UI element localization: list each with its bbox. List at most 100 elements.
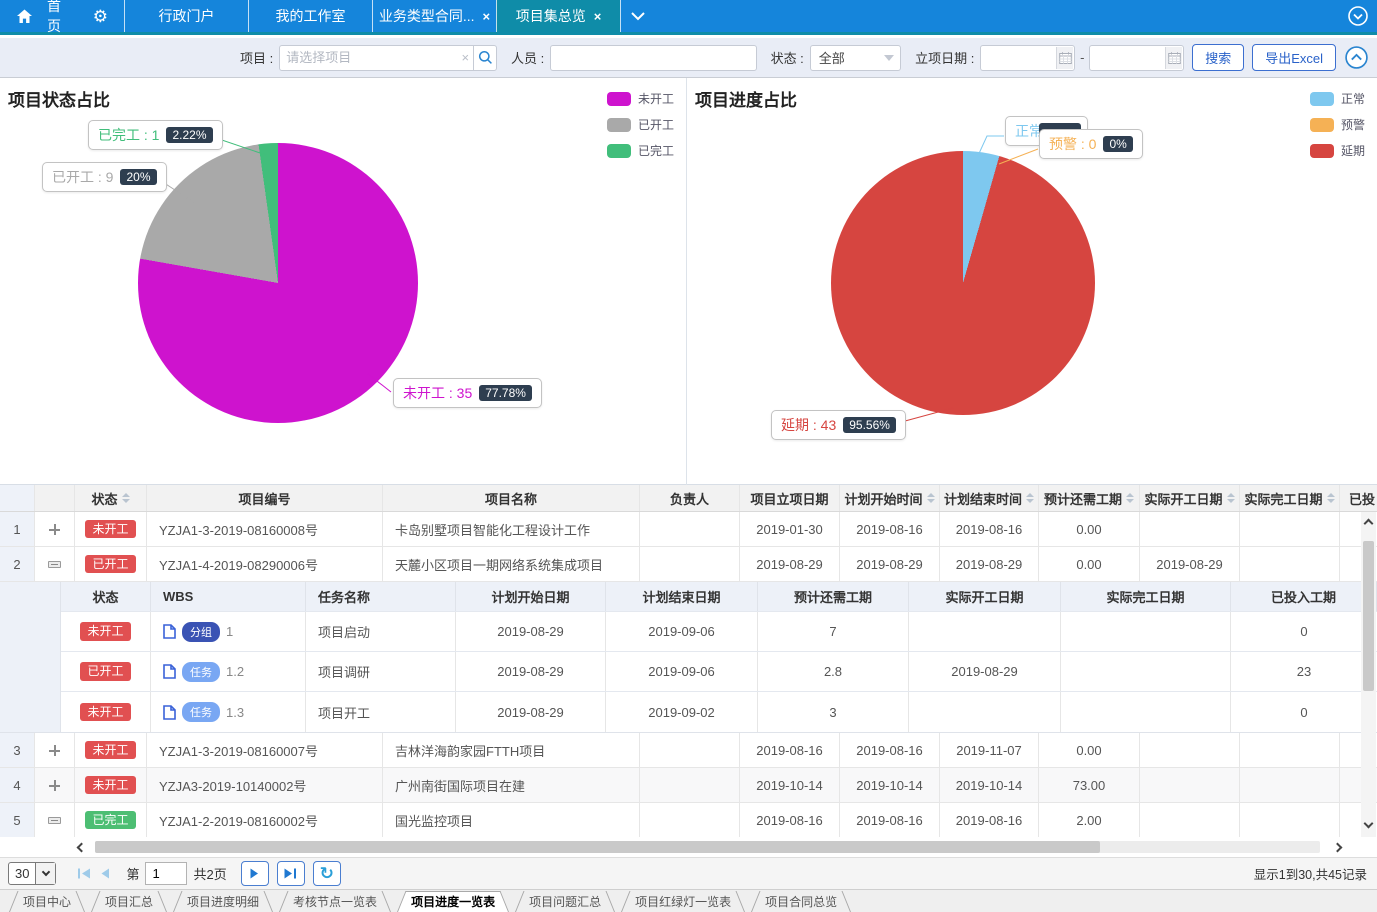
project-input[interactable] <box>280 45 458 70</box>
prev-page-button[interactable] <box>101 868 110 879</box>
refresh-button[interactable]: ↻ <box>312 861 341 886</box>
sort-icon[interactable] <box>121 493 130 503</box>
subtable-row[interactable]: 未开工 任务 1.3 项目开工 2019-08-29 2019-09-02 3 … <box>61 692 1377 732</box>
tab-project-summary[interactable]: 项目汇总 <box>88 890 170 912</box>
header-code[interactable]: 项目编号 <box>147 485 383 511</box>
sub-header-actual-end[interactable]: 实际完工日期 <box>1061 582 1231 611</box>
export-excel-button[interactable]: 导出Excel <box>1252 44 1336 71</box>
sort-icon[interactable] <box>1226 493 1235 503</box>
calendar-icon[interactable] <box>1055 46 1074 69</box>
header-status[interactable]: 状态 <box>75 485 147 511</box>
calendar-icon[interactable] <box>1164 46 1183 69</box>
sort-icon[interactable] <box>1126 493 1134 503</box>
tab-list-dropdown[interactable] <box>620 0 654 32</box>
subtable-row[interactable]: 未开工 分组 1 项目启动 2019-08-29 2019-09-06 7 0 <box>61 612 1377 652</box>
sort-icon[interactable] <box>926 493 935 503</box>
expand-plus-icon[interactable] <box>49 744 60 756</box>
date-from-input[interactable] <box>981 45 1056 70</box>
sub-header-plan-end[interactable]: 计划结束日期 <box>606 582 758 611</box>
scrollbar-track[interactable] <box>95 841 1320 853</box>
horizontal-scrollbar[interactable] <box>0 837 1377 857</box>
scroll-up-icon[interactable] <box>1363 518 1374 529</box>
nav-tab-contract[interactable]: 业务类型合同... × <box>372 0 496 32</box>
scroll-right-icon[interactable] <box>1332 842 1343 852</box>
page-size-select[interactable]: 30 <box>8 862 57 885</box>
project-select-box[interactable]: × <box>279 44 497 71</box>
table-row[interactable]: 3 未开工 YZJA1-3-2019-08160007号 吉林洋海韵家园FTTH… <box>0 733 1377 768</box>
sub-header-invested[interactable]: 已投入工期 <box>1231 582 1377 611</box>
header-name[interactable]: 项目名称 <box>383 485 640 511</box>
tab-progress-list[interactable]: 项目进度一览表 <box>394 890 512 912</box>
nav-tab-project-overview[interactable]: 项目集总览 × <box>496 0 620 32</box>
scrollbar-thumb[interactable] <box>95 841 1100 853</box>
last-page-button[interactable] <box>276 861 305 886</box>
header-plan-start[interactable]: 计划开始时间 <box>840 485 940 511</box>
tab-contract-overview[interactable]: 项目合同总览 <box>748 890 854 912</box>
first-page-button[interactable] <box>78 868 91 879</box>
refresh-icon: ↻ <box>319 864 334 883</box>
status-select[interactable]: 全部 <box>809 44 902 71</box>
expand-plus-icon[interactable] <box>49 523 60 535</box>
subtable-row[interactable]: 已开工 任务 1.2 项目调研 2019-08-29 2019-09-06 2.… <box>61 652 1377 692</box>
table-row[interactable]: 2 已开工 YZJA1-4-2019-08290006号 天麓小区项目一期网络系… <box>0 547 1377 582</box>
pie-chart[interactable] <box>831 151 1095 415</box>
header-actual-end[interactable]: 实际完工日期 <box>1240 485 1340 511</box>
table-row[interactable]: 4 未开工 YZJA3-2019-10140002号 广州南街国际项目在建 20… <box>0 768 1377 803</box>
close-icon[interactable]: × <box>593 8 602 24</box>
navbar-collapse-icon[interactable] <box>1347 5 1369 27</box>
next-page-button[interactable] <box>240 861 269 886</box>
clear-icon[interactable]: × <box>461 50 470 65</box>
sub-header-status[interactable]: 状态 <box>61 582 151 611</box>
sub-header-wbs[interactable]: WBS <box>151 582 306 611</box>
legend-item[interactable]: 未开工 <box>606 90 674 107</box>
sub-invested-cell: 0 <box>1300 624 1308 639</box>
legend-item[interactable]: 已完工 <box>606 142 674 159</box>
date-to-input[interactable] <box>1090 45 1165 70</box>
vertical-scrollbar[interactable] <box>1361 512 1376 837</box>
header-invested[interactable]: 已投 <box>1348 491 1375 507</box>
nav-tab-portal[interactable]: 行政门户 <box>124 0 248 32</box>
plan-end-cell: 2019-08-29 <box>940 547 1039 581</box>
expand-plus-icon[interactable] <box>49 779 60 791</box>
close-icon[interactable]: × <box>482 8 491 24</box>
legend-item[interactable]: 已开工 <box>606 116 674 133</box>
page-number-input[interactable] <box>146 863 187 884</box>
header-owner[interactable]: 负责人 <box>640 485 740 511</box>
person-input[interactable] <box>551 45 756 70</box>
table-row[interactable]: 1 未开工 YZJA1-3-2019-08160008号 卡岛别墅项目智能化工程… <box>0 512 1377 547</box>
scrollbar-thumb[interactable] <box>1363 541 1374 691</box>
search-icon[interactable] <box>473 45 496 70</box>
legend-item[interactable]: 延期 <box>1309 142 1365 159</box>
home-icon[interactable] <box>16 9 33 24</box>
tab-assess-nodes[interactable]: 考核节点一览表 <box>276 890 394 912</box>
pie-chart[interactable] <box>138 143 418 423</box>
header-remain[interactable]: 预计还需工期 <box>1039 485 1140 511</box>
sort-icon[interactable] <box>1026 493 1034 503</box>
sub-header-plan-start[interactable]: 计划开始日期 <box>456 582 606 611</box>
sub-header-remain[interactable]: 预计还需工期 <box>758 582 909 611</box>
tab-progress-detail[interactable]: 项目进度明细 <box>170 890 276 912</box>
nav-tab-workspace[interactable]: 我的工作室 <box>248 0 372 32</box>
person-filter-label: 人员 : <box>510 51 545 66</box>
tab-project-center[interactable]: 项目中心 <box>6 890 88 912</box>
gear-icon[interactable]: ⚙ <box>92 6 108 26</box>
table-row[interactable]: 5 已完工 YZJA1-2-2019-08160002号 国光监控项目 2019… <box>0 803 1377 838</box>
collapse-minus-icon[interactable] <box>48 560 61 568</box>
header-actual-start[interactable]: 实际开工日期 <box>1140 485 1240 511</box>
sub-header-task[interactable]: 任务名称 <box>306 582 456 611</box>
scroll-down-icon[interactable] <box>1363 818 1374 829</box>
tab-traffic-light[interactable]: 项目红绿灯一览表 <box>618 890 748 912</box>
legend-item[interactable]: 正常 <box>1309 90 1365 107</box>
sort-icon[interactable] <box>1326 493 1335 503</box>
sub-header-actual-start[interactable]: 实际开工日期 <box>909 582 1061 611</box>
collapse-minus-icon[interactable] <box>48 816 61 824</box>
scroll-left-icon[interactable] <box>76 842 87 852</box>
charts-section: 项目状态占比 未开工 已开工 已完工 已完工 : 1 2.22% <box>0 78 1377 485</box>
header-plan-end[interactable]: 计划结束时间 <box>940 485 1039 511</box>
nav-home-label[interactable]: 首 页 <box>47 0 63 34</box>
filter-collapse-icon[interactable] <box>1344 45 1369 70</box>
legend-item[interactable]: 预警 <box>1309 116 1365 133</box>
tab-issue-summary[interactable]: 项目问题汇总 <box>512 890 618 912</box>
search-button[interactable]: 搜索 <box>1192 44 1245 71</box>
header-approve-date[interactable]: 项目立项日期 <box>740 485 840 511</box>
